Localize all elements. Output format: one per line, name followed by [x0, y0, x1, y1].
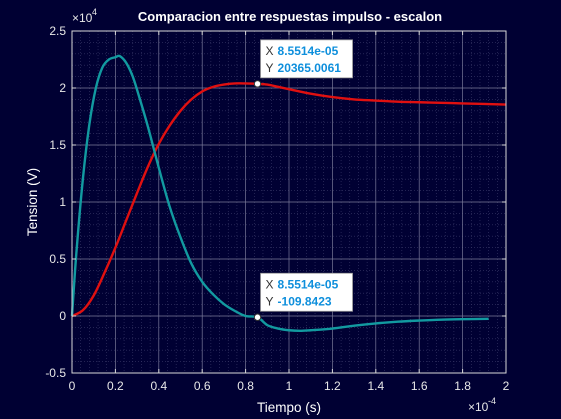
datatip-axis-label: X — [266, 44, 274, 58]
chart-title: Comparacion entre respuestas impulso - e… — [138, 9, 442, 24]
datatip-value: 8.5514e-05 — [278, 277, 339, 291]
x-tick-label: 1.4 — [367, 379, 384, 393]
tick-marks — [71, 30, 507, 374]
y-tick-labels: -0.5 0 0.5 1 1.5 2 2.5 — [45, 24, 66, 380]
y-tick-label: -0.5 — [45, 366, 66, 380]
datatip-marker[interactable] — [253, 80, 262, 88]
datatip[interactable]: X 8.5514e-05 Y -109.8423 — [253, 272, 353, 321]
x-axis-label: Tiempo (s) — [257, 400, 321, 415]
x-tick-labels: 0 0.2 0.4 0.6 0.8 1 1.2 1.4 1.6 1.8 2 — [69, 379, 510, 393]
y-exponent: 4 — [92, 7, 97, 17]
x-tick-label: 0.2 — [107, 379, 124, 393]
datatip-axis-label: Y — [266, 61, 274, 75]
datatips[interactable]: X 8.5514e-05 Y 20365.0061 X 8.5514e-05 Y -109.8… — [253, 39, 353, 321]
y-exponent-base: ×10 — [72, 11, 93, 25]
y-tick-label: 2.5 — [49, 24, 66, 38]
x-tick-label: 1 — [286, 379, 293, 393]
x-tick-label: 0 — [69, 379, 76, 393]
series-line-red — [71, 82, 507, 318]
y-axis-label: Tension (V) — [25, 168, 40, 236]
datatip-axis-label: X — [266, 277, 274, 291]
x-exponent-base: ×10 — [468, 400, 489, 414]
y-tick-label: 1 — [59, 195, 66, 209]
y-tick-label: 0 — [59, 309, 66, 323]
series-line-teal — [70, 54, 489, 333]
x-tick-label: 1.8 — [454, 379, 471, 393]
x-tick-label: 0.4 — [150, 379, 167, 393]
datatip-value: 20365.0061 — [278, 61, 342, 75]
x-tick-label: 0.8 — [237, 379, 254, 393]
x-tick-label: 1.6 — [411, 379, 428, 393]
y-tick-label: 2 — [59, 81, 66, 95]
datatip-value: -109.8423 — [278, 294, 332, 308]
datatip[interactable]: X 8.5514e-05 Y 20365.0061 — [253, 39, 353, 88]
datatip-value: 8.5514e-05 — [278, 44, 339, 58]
datatip-box — [260, 272, 353, 312]
y-tick-label: 0.5 — [49, 252, 66, 266]
datatip-marker[interactable] — [253, 313, 262, 321]
datatip-axis-label: Y — [266, 294, 274, 308]
x-exponent: -4 — [488, 396, 496, 406]
x-tick-label: 0.6 — [194, 379, 211, 393]
x-tick-label: 1.2 — [324, 379, 341, 393]
x-tick-label: 2 — [503, 379, 510, 393]
y-tick-label: 1.5 — [49, 138, 66, 152]
series-layer — [70, 54, 507, 333]
datatip-box — [260, 39, 353, 79]
